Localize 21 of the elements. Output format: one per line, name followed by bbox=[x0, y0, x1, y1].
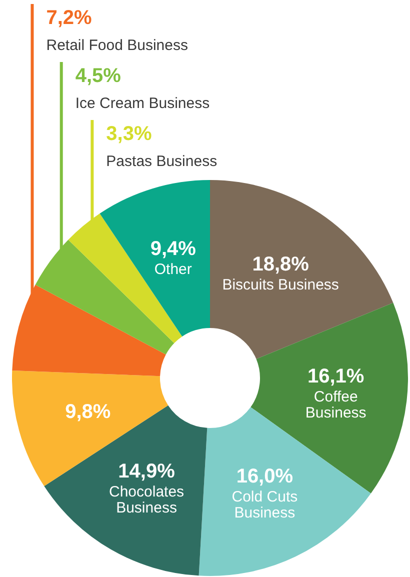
slice-label: Cold Cuts Business bbox=[232, 488, 298, 522]
slice-label: Chocolates Business bbox=[109, 484, 184, 517]
slice-label: Ice Cream Business bbox=[75, 95, 210, 112]
slice-label: Other bbox=[154, 260, 192, 278]
data-label: 9,8% bbox=[65, 400, 111, 423]
slice-label: Pastas Business bbox=[106, 153, 218, 170]
data-label: 4,5% bbox=[75, 65, 122, 87]
donut-slice bbox=[198, 407, 371, 576]
slice-label: Coffee Business bbox=[305, 388, 366, 422]
donut-slice bbox=[44, 405, 208, 576]
data-label: 9,4% bbox=[150, 238, 196, 260]
data-label: 14,9% bbox=[118, 460, 176, 483]
slice-label: Retail Food Business bbox=[46, 37, 188, 54]
donut-slice bbox=[210, 180, 394, 360]
data-label: 18,8% bbox=[252, 254, 310, 276]
data-label: 16,0% bbox=[236, 465, 294, 488]
data-label: 7,2% bbox=[46, 7, 92, 29]
donut-slice bbox=[100, 180, 210, 336]
slice-label: Biscuits Business bbox=[222, 276, 339, 294]
data-label: 16,1% bbox=[308, 366, 364, 388]
data-label: 3,3% bbox=[106, 123, 152, 145]
